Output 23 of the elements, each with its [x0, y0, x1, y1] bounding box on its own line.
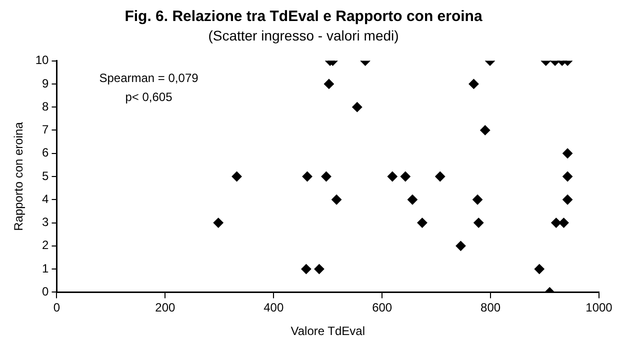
x-tick-label: 400 [264, 300, 284, 315]
y-tick-label: 8 [42, 99, 50, 114]
y-axis-title: Rapporto con eroina [12, 122, 26, 231]
x-axis-title: Valore TdEval [290, 324, 366, 338]
y-tick-label: 10 [35, 53, 50, 68]
y-tick-label: 4 [42, 192, 50, 206]
y-tick-label: 0 [42, 284, 50, 299]
y-tick-label: 7 [42, 122, 50, 137]
annotation: Spearman = 0,079 [99, 71, 199, 86]
x-tick-label: 600 [372, 300, 392, 315]
y-tick-label: 5 [42, 168, 50, 183]
annotation: p< 0,605 [125, 90, 173, 104]
x-tick-label: 0 [53, 300, 60, 315]
y-tick-label: 2 [42, 238, 50, 252]
y-tick-label: 6 [42, 146, 50, 160]
x-tick-label: 800 [480, 300, 501, 315]
y-tick-label: 9 [42, 76, 50, 90]
chart-subtitle: (Scatter ingresso - valori medi) [208, 27, 399, 44]
x-tick-label: 200 [155, 300, 176, 315]
x-tick-label: 1000 [586, 300, 613, 315]
chart-title: Fig. 6. Relazione tra TdEval e Rapporto con eroina [124, 8, 483, 26]
y-tick-label: 1 [42, 261, 50, 276]
y-tick-label: 3 [42, 215, 50, 230]
